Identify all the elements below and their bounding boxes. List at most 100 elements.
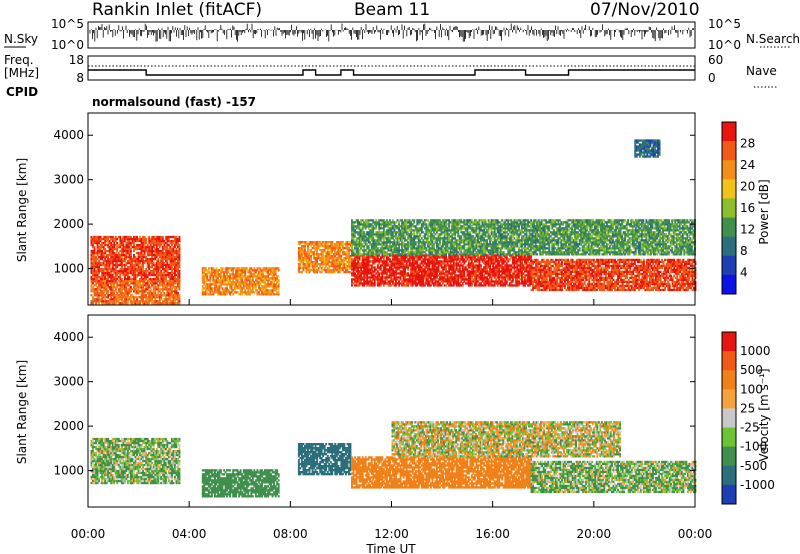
power-cell bbox=[277, 279, 280, 282]
power-cell bbox=[160, 271, 163, 275]
power-cell bbox=[171, 267, 173, 271]
power-cell bbox=[206, 279, 209, 282]
noise-left-tick-top: 10^5 bbox=[51, 17, 84, 31]
power-cell bbox=[536, 274, 539, 278]
power-cell bbox=[440, 262, 443, 265]
power-cell bbox=[402, 272, 405, 275]
power-cell bbox=[385, 274, 388, 277]
power-cell bbox=[128, 249, 131, 253]
power-cell bbox=[261, 275, 263, 278]
power-cell bbox=[125, 300, 128, 303]
power-cell bbox=[116, 296, 119, 299]
power-cell bbox=[451, 280, 454, 283]
power-cell bbox=[131, 269, 134, 273]
power-cell bbox=[117, 257, 120, 261]
power-cell bbox=[268, 273, 271, 276]
power-cell bbox=[442, 256, 445, 259]
power-cell bbox=[511, 262, 514, 265]
power-cell bbox=[169, 239, 172, 243]
power-cell bbox=[314, 267, 317, 270]
power-cell bbox=[502, 260, 505, 263]
power-cell bbox=[329, 255, 332, 258]
power-cell bbox=[505, 272, 508, 275]
power-cell bbox=[104, 300, 107, 303]
power-cell bbox=[229, 277, 232, 280]
power-cell bbox=[134, 237, 137, 241]
power-cell bbox=[401, 270, 404, 273]
power-cell bbox=[178, 265, 181, 269]
power-cell bbox=[358, 258, 361, 261]
power-cell bbox=[302, 251, 305, 254]
power-cell bbox=[149, 259, 152, 263]
power-cell bbox=[496, 262, 499, 265]
power-cell bbox=[152, 243, 155, 247]
power-cell bbox=[96, 249, 99, 253]
power-cell bbox=[396, 268, 399, 271]
power-cell bbox=[320, 259, 323, 262]
power-cell bbox=[469, 262, 472, 265]
power-cell bbox=[472, 272, 475, 275]
power-cell bbox=[161, 265, 164, 269]
power-cell bbox=[101, 243, 104, 247]
power-cell bbox=[215, 285, 218, 288]
power-cell bbox=[167, 243, 170, 247]
power-cell bbox=[487, 278, 490, 281]
power-cell bbox=[171, 302, 173, 305]
power-cell bbox=[404, 272, 407, 275]
power-cell bbox=[119, 273, 122, 277]
power-cell bbox=[107, 273, 110, 277]
power-cell bbox=[369, 256, 372, 259]
power-cell bbox=[343, 261, 346, 264]
power-cell bbox=[114, 247, 117, 251]
power-cell bbox=[126, 251, 129, 255]
power-cell bbox=[151, 261, 154, 265]
power-cell bbox=[102, 282, 105, 285]
power-cell bbox=[527, 280, 530, 283]
power-cell bbox=[102, 241, 105, 245]
power-cell bbox=[437, 256, 440, 259]
power-cell bbox=[148, 286, 151, 289]
power-cell bbox=[404, 258, 407, 261]
power-cell bbox=[122, 241, 125, 245]
power-cell bbox=[171, 235, 173, 239]
power-cell bbox=[212, 271, 215, 274]
power-cell bbox=[454, 274, 457, 277]
power-cell bbox=[372, 274, 375, 277]
power-cell bbox=[111, 294, 114, 297]
power-cell bbox=[134, 271, 137, 275]
power-cell bbox=[167, 298, 170, 301]
power-cell bbox=[250, 267, 253, 270]
power-cell bbox=[177, 237, 179, 241]
power-cell bbox=[535, 260, 538, 264]
power-cell bbox=[152, 294, 155, 297]
power-cell bbox=[454, 278, 457, 281]
power-cell bbox=[108, 271, 111, 275]
power-cell bbox=[437, 284, 440, 287]
power-cell bbox=[440, 266, 443, 269]
power-cell bbox=[235, 275, 238, 278]
power-cell bbox=[404, 266, 407, 269]
power-cell bbox=[201, 285, 204, 288]
power-cell bbox=[385, 270, 388, 273]
power-cell bbox=[329, 241, 332, 244]
power-cell bbox=[411, 272, 414, 275]
power-cell bbox=[143, 261, 146, 265]
power-cell bbox=[487, 270, 490, 273]
power-cell bbox=[137, 255, 140, 259]
power-cell bbox=[151, 292, 154, 295]
power-cell bbox=[107, 263, 110, 267]
power-cell bbox=[395, 272, 397, 275]
power-cell bbox=[174, 249, 176, 253]
power-cell bbox=[433, 270, 435, 273]
noise-panel-frame bbox=[87, 21, 696, 49]
power-cell bbox=[142, 273, 145, 277]
power-cell bbox=[158, 290, 161, 293]
power-cell bbox=[169, 277, 172, 281]
power-cell bbox=[411, 280, 414, 283]
power-cell bbox=[148, 290, 151, 293]
power-cell bbox=[440, 254, 443, 257]
power-cell bbox=[481, 280, 484, 283]
power-cell bbox=[376, 278, 379, 281]
power-cell bbox=[174, 290, 176, 293]
power-cell bbox=[142, 243, 145, 247]
